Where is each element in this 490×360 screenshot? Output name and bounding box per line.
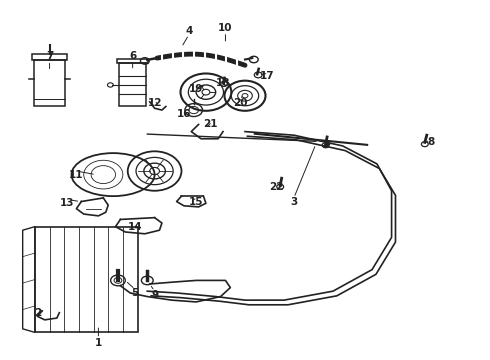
Text: 2: 2 xyxy=(34,308,41,318)
Text: 10: 10 xyxy=(218,23,233,33)
Text: 19: 19 xyxy=(189,84,203,94)
Text: 13: 13 xyxy=(59,198,74,208)
Text: 12: 12 xyxy=(147,98,162,108)
Text: 3: 3 xyxy=(290,197,297,207)
Bar xyxy=(119,63,146,107)
Bar xyxy=(117,59,148,63)
Text: 20: 20 xyxy=(233,98,247,108)
Text: 18: 18 xyxy=(216,78,230,88)
Text: 21: 21 xyxy=(203,120,218,129)
Text: 16: 16 xyxy=(177,109,191,119)
Text: 9: 9 xyxy=(151,291,158,301)
Text: 22: 22 xyxy=(270,182,284,192)
Text: 17: 17 xyxy=(260,71,274,81)
Text: 14: 14 xyxy=(128,222,143,231)
Text: 11: 11 xyxy=(69,170,84,180)
Text: 4: 4 xyxy=(185,26,193,36)
Text: 7: 7 xyxy=(46,51,53,61)
Text: 5: 5 xyxy=(131,288,139,298)
Text: 6: 6 xyxy=(129,51,136,61)
Bar xyxy=(34,60,66,107)
Text: 1: 1 xyxy=(95,338,102,348)
Text: 8: 8 xyxy=(427,138,434,147)
Bar xyxy=(32,54,67,60)
Text: 15: 15 xyxy=(189,197,203,207)
